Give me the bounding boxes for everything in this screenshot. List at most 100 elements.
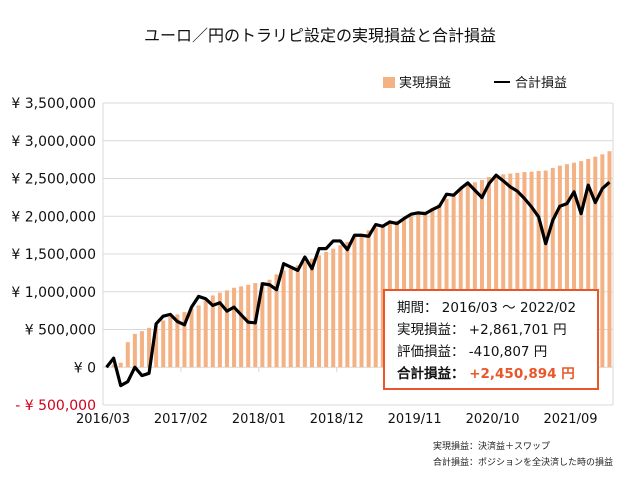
- footnote-realized: 実現損益：決済益＋スワップ: [433, 442, 551, 452]
- unrealized-row: 評価損益： -410,807 円: [397, 341, 597, 363]
- realized-value: +2,861,701 円: [468, 322, 567, 338]
- bar-realized: [217, 292, 222, 368]
- bar-realized: [579, 161, 584, 368]
- bar-realized: [182, 312, 187, 368]
- bar-realized: [118, 362, 123, 368]
- bar-realized: [494, 175, 499, 368]
- total-value: +2,450,894 円: [469, 366, 575, 382]
- legend-bar-swatch: [383, 77, 395, 88]
- x-tick-label: 2019/11: [388, 412, 442, 427]
- bar-realized: [309, 258, 314, 368]
- bar-realized: [550, 167, 555, 368]
- bar-realized: [586, 158, 591, 368]
- y-tick-label: ¥ 500,000: [25, 323, 96, 339]
- chart-title: ユーロ／円のトラリピ設定の実現損益と合計損益: [143, 26, 496, 45]
- bar-realized: [373, 227, 378, 368]
- bar-realized: [508, 173, 513, 368]
- bar-realized: [274, 274, 279, 368]
- bar-realized: [522, 172, 527, 368]
- bar-realized: [132, 333, 137, 368]
- bar-realized: [125, 342, 130, 368]
- y-tick-label: ¥ 1,500,000: [11, 247, 96, 263]
- y-tick-label: ¥ 3,000,000: [11, 134, 96, 150]
- y-tick-label: ¥ 1,000,000: [11, 285, 96, 301]
- bar-realized: [175, 314, 180, 368]
- bar-realized: [253, 283, 258, 368]
- x-tick-label: 2021/09: [543, 412, 597, 427]
- bar-realized: [501, 174, 506, 368]
- bar-realized: [210, 295, 215, 368]
- bar-realized: [203, 300, 208, 368]
- period-row: 期間： 2016/03 ～ 2022/02: [397, 297, 597, 319]
- summary-box: 期間： 2016/03 ～ 2022/02 実現損益： +2,861,701 円…: [383, 289, 599, 390]
- bar-realized: [352, 236, 357, 368]
- bar-realized: [345, 241, 350, 368]
- bar-realized: [295, 265, 300, 368]
- bar-realized: [288, 268, 293, 368]
- bar-realized: [111, 364, 116, 368]
- bar-realized: [189, 308, 194, 368]
- bar-realized: [232, 287, 237, 368]
- bar-realized: [458, 189, 463, 368]
- y-tick-label: ¥ 2,000,000: [11, 209, 96, 225]
- bar-realized: [331, 248, 336, 368]
- bar-realized: [564, 164, 569, 368]
- bar-realized: [572, 162, 577, 368]
- bar-realized: [147, 327, 152, 368]
- bar-realized: [380, 225, 385, 368]
- bar-realized: [515, 172, 520, 368]
- bar-realized: [317, 255, 322, 368]
- bar-realized: [196, 305, 201, 368]
- bar-realized: [543, 170, 548, 368]
- legend-item-total: 合計損益: [494, 72, 567, 91]
- legend-label-realized: 実現損益: [399, 76, 452, 91]
- bar-realized: [529, 171, 534, 368]
- bar-realized: [536, 170, 541, 368]
- x-tick-label: 2020/10: [466, 412, 520, 427]
- footnote-total: 合計損益：ポジションを全決済した時の損益: [433, 458, 614, 468]
- y-tick-label: ¥ 0: [74, 360, 96, 376]
- bar-realized: [302, 262, 307, 368]
- bar-realized: [161, 320, 166, 368]
- bar-realized: [479, 180, 484, 368]
- bar-realized: [437, 204, 442, 368]
- unrealized-value: -410,807 円: [468, 344, 548, 360]
- bar-realized: [267, 279, 272, 368]
- total-label: 合計損益：: [397, 366, 465, 382]
- y-tick-label: - ¥ 500,000: [15, 398, 96, 414]
- legend-line-swatch: [494, 81, 510, 83]
- x-tick-label: 2016/03: [76, 412, 130, 427]
- bar-realized: [444, 198, 449, 368]
- y-tick-label: ¥ 3,500,000: [11, 96, 96, 112]
- period-label: 期間：: [397, 300, 438, 316]
- bar-realized: [600, 154, 605, 368]
- unrealized-label: 評価損益：: [397, 344, 465, 360]
- bar-realized: [246, 284, 251, 368]
- bar-realized: [465, 184, 470, 368]
- bar-realized: [168, 317, 173, 368]
- bar-realized: [359, 233, 364, 368]
- bar-realized: [338, 245, 343, 368]
- bar-realized: [557, 165, 562, 368]
- bar-realized: [472, 182, 477, 368]
- total-row: 合計損益： +2,450,894 円: [397, 363, 597, 385]
- bar-realized: [324, 251, 329, 368]
- bar-realized: [366, 230, 371, 368]
- bar-realized: [260, 282, 265, 368]
- legend-item-realized: 実現損益: [383, 72, 451, 91]
- bar-realized: [154, 324, 159, 368]
- bar-realized: [607, 151, 612, 368]
- bar-realized: [224, 290, 229, 368]
- x-tick-label: 2017/02: [154, 412, 208, 427]
- bar-realized: [593, 156, 598, 368]
- realized-label: 実現損益：: [397, 322, 465, 338]
- y-tick-label: ¥ 2,500,000: [11, 172, 96, 188]
- bar-realized: [430, 207, 435, 368]
- period-value: 2016/03 ～ 2022/02: [441, 300, 577, 316]
- realized-row: 実現損益： +2,861,701 円: [397, 319, 597, 341]
- bar-realized: [239, 286, 244, 368]
- bar-realized: [451, 193, 456, 368]
- bar-realized: [281, 270, 286, 368]
- legend-label-total: 合計損益: [515, 76, 568, 91]
